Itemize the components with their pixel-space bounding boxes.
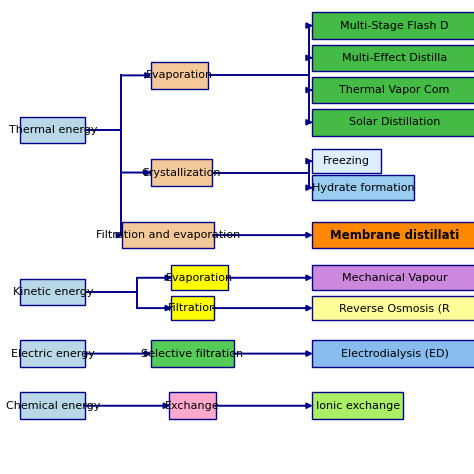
FancyBboxPatch shape — [312, 175, 414, 200]
Text: Thermal energy: Thermal energy — [9, 125, 97, 135]
FancyBboxPatch shape — [312, 340, 474, 367]
Text: Reverse Osmosis (R: Reverse Osmosis (R — [339, 303, 450, 313]
Text: Multi-Effect Distilla: Multi-Effect Distilla — [342, 53, 447, 63]
Text: Exchange: Exchange — [165, 401, 220, 411]
FancyBboxPatch shape — [20, 279, 85, 305]
Text: Evaporation: Evaporation — [166, 273, 233, 283]
Text: Freezing: Freezing — [323, 156, 370, 166]
Text: Ionic exchange: Ionic exchange — [316, 401, 400, 411]
Text: Solar Distillation: Solar Distillation — [349, 117, 440, 128]
Text: Multi-Stage Flash D: Multi-Stage Flash D — [340, 20, 449, 31]
Text: Evaporation: Evaporation — [146, 70, 213, 81]
FancyBboxPatch shape — [169, 392, 216, 419]
FancyBboxPatch shape — [151, 159, 212, 186]
FancyBboxPatch shape — [312, 392, 403, 419]
FancyBboxPatch shape — [20, 392, 85, 419]
Text: Filtration: Filtration — [168, 303, 217, 313]
Text: Thermal Vapor Com: Thermal Vapor Com — [339, 85, 450, 95]
FancyBboxPatch shape — [20, 340, 85, 367]
FancyBboxPatch shape — [171, 265, 228, 290]
FancyBboxPatch shape — [312, 12, 474, 39]
Text: Chemical energy: Chemical energy — [6, 401, 100, 411]
Text: Mechanical Vapour: Mechanical Vapour — [342, 273, 447, 283]
Text: Kinetic energy: Kinetic energy — [12, 287, 93, 297]
FancyBboxPatch shape — [312, 265, 474, 290]
FancyBboxPatch shape — [20, 117, 85, 143]
FancyBboxPatch shape — [312, 149, 381, 173]
FancyBboxPatch shape — [122, 222, 214, 248]
Text: Hydrate formation: Hydrate formation — [311, 182, 414, 193]
Text: Electrodialysis (ED): Electrodialysis (ED) — [340, 348, 448, 359]
Text: Electric energy: Electric energy — [11, 348, 95, 359]
Text: Filtration and evaporation: Filtration and evaporation — [96, 230, 240, 240]
FancyBboxPatch shape — [151, 340, 234, 367]
Text: Selective filtration: Selective filtration — [141, 348, 244, 359]
Text: Crystallization: Crystallization — [142, 167, 221, 178]
FancyBboxPatch shape — [312, 296, 474, 320]
FancyBboxPatch shape — [312, 109, 474, 136]
Text: Membrane distillati: Membrane distillati — [330, 228, 459, 242]
FancyBboxPatch shape — [312, 45, 474, 71]
FancyBboxPatch shape — [312, 77, 474, 103]
FancyBboxPatch shape — [312, 222, 474, 248]
FancyBboxPatch shape — [151, 62, 208, 89]
FancyBboxPatch shape — [171, 296, 214, 320]
